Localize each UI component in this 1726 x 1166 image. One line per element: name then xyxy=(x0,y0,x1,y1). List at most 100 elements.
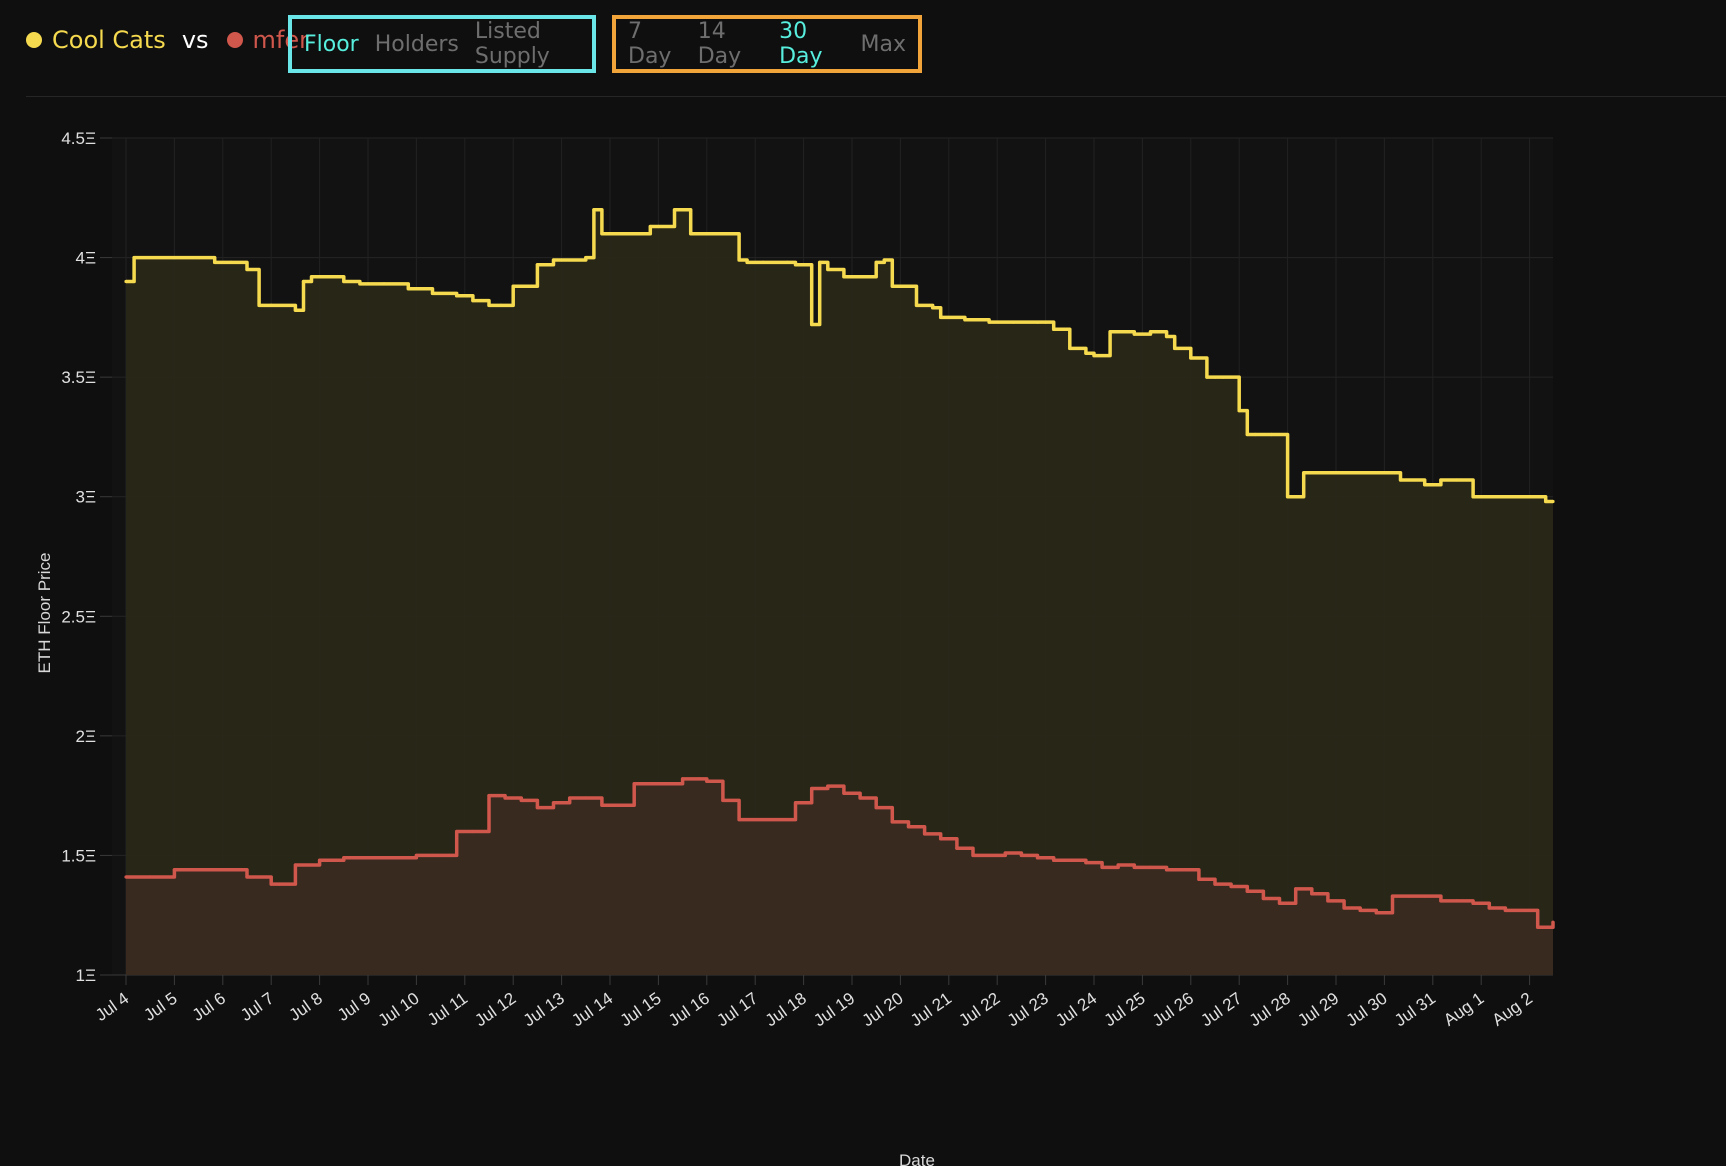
y-tick-label: 4Ξ xyxy=(75,249,96,268)
x-axis-ticks: Jul 4 Jul 5 Jul 6 Jul 7 Jul 8 Jul 9 Jul 10 Jul … xyxy=(92,975,1536,1030)
tab-30-day[interactable]: 30 Day xyxy=(779,19,823,69)
mfer-point xyxy=(519,798,523,803)
cool-cats-point xyxy=(1148,330,1153,334)
mfer-point xyxy=(148,875,152,879)
mfer-point xyxy=(1439,899,1443,903)
cool-cats-point xyxy=(987,320,991,324)
mfer-point xyxy=(1245,889,1249,893)
cool-cats-point xyxy=(1068,346,1072,351)
cool-cats-point xyxy=(1374,471,1378,475)
mfer-point xyxy=(1503,908,1507,913)
cool-cats-point xyxy=(1479,495,1483,499)
mfer-point xyxy=(1407,894,1411,898)
series-a-label[interactable]: Cool Cats xyxy=(52,26,166,54)
mfer-point xyxy=(471,829,475,834)
cool-cats-point xyxy=(1423,483,1427,487)
mfer-point xyxy=(939,837,943,841)
cool-cats-point xyxy=(132,255,136,260)
y-axis-ticks: 1Ξ 1.5Ξ 2Ξ 2.5Ξ 3Ξ 3.5Ξ 4Ξ 4.5Ξ xyxy=(61,129,112,985)
cool-cats-point xyxy=(931,306,935,310)
cool-cats-point xyxy=(326,275,330,279)
mfer-point xyxy=(503,796,507,800)
tab-listed-supply[interactable]: Listed Supply xyxy=(474,19,550,69)
mfer-point xyxy=(1003,851,1007,855)
cool-cats-point xyxy=(1044,320,1048,324)
tab-14-day[interactable]: 14 Day xyxy=(697,19,742,69)
series-b-color-dot xyxy=(226,32,243,48)
x-tick-label: Jul 5 xyxy=(140,989,180,1025)
cool-cats-point xyxy=(172,255,176,260)
toolbar-divider xyxy=(26,96,1726,97)
cool-cats-point xyxy=(293,308,297,312)
mfer-area xyxy=(126,778,1553,975)
cool-cats-point xyxy=(721,232,725,236)
mfer-point xyxy=(1084,861,1088,865)
cool-cats-point xyxy=(1286,495,1290,499)
tab-7-day[interactable]: 7 Day xyxy=(628,19,672,69)
mfer-point xyxy=(1326,899,1330,903)
mfer-point xyxy=(1052,858,1056,862)
x-tick-label: Jul 27 xyxy=(1197,989,1245,1031)
mfer-point xyxy=(955,846,959,850)
mfer-point xyxy=(1197,877,1201,881)
tab-max[interactable]: Max xyxy=(860,31,906,57)
tab-floor[interactable]: Floor xyxy=(304,31,359,57)
cool-cats-point xyxy=(648,224,652,229)
x-tick-label: Jul 9 xyxy=(334,989,374,1025)
mfer-point xyxy=(584,796,588,800)
mfer-point xyxy=(793,801,798,805)
series-b-label[interactable]: mfer xyxy=(252,26,309,54)
cool-cats-point xyxy=(1165,334,1169,339)
cool-cats-point xyxy=(1173,346,1177,351)
mfer-point xyxy=(1374,911,1378,915)
mfer-point xyxy=(414,853,418,858)
cool-cats-point xyxy=(197,255,201,260)
mfer-point xyxy=(785,817,790,822)
mfer-point xyxy=(221,868,225,872)
cool-cats-point xyxy=(681,208,685,212)
cool-cats-point xyxy=(1213,375,1217,379)
mfer-point xyxy=(1116,863,1120,867)
x-tick-label: Jul 19 xyxy=(810,989,858,1031)
cool-cats-point xyxy=(1189,356,1193,360)
cool-cats-point xyxy=(1132,332,1136,336)
cool-cats-point xyxy=(737,258,741,262)
range-tab-group: 7 Day 14 Day 30 Day Max xyxy=(612,15,922,73)
cool-cats-point xyxy=(858,275,862,279)
mfer-point xyxy=(810,786,814,791)
mfer-point xyxy=(568,796,572,800)
x-tick-label: Jul 20 xyxy=(859,989,907,1031)
cool-cats-point xyxy=(793,263,798,267)
y-tick-label: 3.5Ξ xyxy=(61,368,96,387)
mfer-point xyxy=(1551,923,1555,927)
cool-cats-point xyxy=(584,255,588,260)
mfer-point xyxy=(664,782,669,786)
cool-cats-point xyxy=(914,303,919,307)
vs-label: vs xyxy=(181,26,209,54)
cool-cats-point xyxy=(624,232,628,236)
mfer-point xyxy=(906,825,911,829)
mfer-point xyxy=(1181,868,1185,872)
x-tick-label: Jul 7 xyxy=(237,989,277,1025)
cool-cats-point xyxy=(382,282,386,286)
cool-cats-point xyxy=(309,275,314,279)
x-tick-label: Jul 11 xyxy=(424,989,471,1030)
cool-cats-point xyxy=(1528,495,1532,499)
tab-holders[interactable]: Holders xyxy=(374,31,459,57)
mfer-point xyxy=(1019,853,1024,858)
x-tick-label: Jul 21 xyxy=(907,989,955,1031)
mfer-point xyxy=(826,784,830,788)
cool-cats-point xyxy=(342,279,346,284)
x-tick-label: Jul 6 xyxy=(189,989,229,1025)
mfer-point xyxy=(124,875,128,879)
mfer-point xyxy=(600,803,604,807)
x-tick-label: Jul 22 xyxy=(955,989,1003,1031)
mfer-point xyxy=(439,853,443,858)
x-tick-label: Jul 12 xyxy=(471,989,519,1031)
cool-cats-point xyxy=(269,303,273,307)
cool-cats-point xyxy=(535,263,540,267)
mfer-point xyxy=(890,820,894,824)
cool-cats-point xyxy=(213,260,217,264)
mfer-point xyxy=(1487,906,1491,910)
